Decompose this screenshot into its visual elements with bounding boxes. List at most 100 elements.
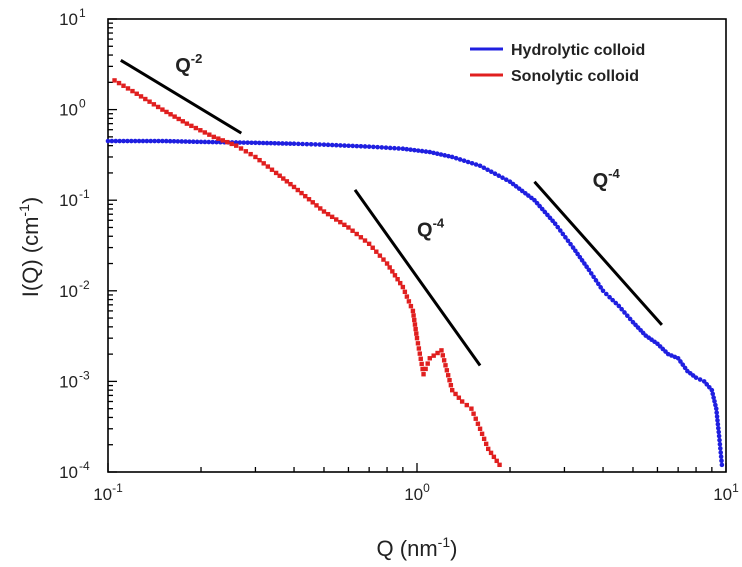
data-point [193, 125, 199, 131]
x-axis-title-base: Q (nm [377, 536, 438, 561]
data-point [457, 157, 463, 162]
data-point [187, 139, 192, 144]
data-point [346, 225, 351, 230]
data-point [190, 139, 196, 145]
data-point [202, 130, 208, 135]
data-point [268, 140, 274, 146]
data-point [710, 391, 716, 397]
data-point [718, 454, 724, 459]
data-point [303, 193, 308, 199]
data-point [717, 437, 722, 443]
data-point [497, 462, 502, 468]
legend-label: Hydrolytic colloid [511, 42, 645, 59]
data-point [304, 141, 310, 147]
data-point [206, 139, 212, 145]
data-point [485, 167, 490, 173]
series-hydrolytic-colloid [105, 138, 725, 468]
data-point [387, 265, 392, 270]
data-point [392, 273, 398, 278]
data-point [333, 142, 339, 148]
legend: Hydrolytic colloid Sonolytic colloid [470, 42, 645, 85]
data-point [184, 121, 190, 126]
data-point [202, 139, 208, 145]
data-point [346, 143, 351, 149]
data-point [477, 163, 483, 169]
data-point [269, 167, 275, 172]
data-point [248, 151, 253, 157]
data-point [338, 143, 343, 148]
data-point [481, 165, 487, 171]
slope-line [353, 189, 482, 367]
y-tick-label: 10-2 [59, 278, 90, 301]
y-tick-label: 10-4 [59, 459, 90, 482]
data-point [225, 139, 230, 145]
data-point [299, 190, 304, 196]
y-axis-title-end: ) [18, 197, 43, 204]
data-point [198, 128, 203, 133]
data-point [148, 138, 154, 144]
data-point [113, 138, 119, 144]
data-point [163, 138, 169, 144]
data-point [456, 395, 462, 400]
data-point [121, 83, 126, 88]
x-axis-title-sup: -1 [438, 534, 451, 550]
data-point [308, 141, 314, 147]
y-tick-base: 10 [59, 10, 78, 29]
data-point [447, 378, 452, 383]
data-point [214, 139, 219, 145]
data-point [557, 228, 563, 233]
y-tick-label: 10-3 [59, 368, 90, 391]
data-point [717, 441, 723, 447]
data-point [180, 119, 186, 124]
data-point [465, 159, 471, 165]
data-point [370, 245, 375, 250]
data-point [443, 363, 448, 368]
x-tick-exp: 1 [732, 481, 739, 495]
y-tick-exp: -1 [79, 187, 90, 201]
data-point [552, 221, 558, 227]
data-point [584, 264, 589, 270]
data-point [194, 139, 200, 145]
data-point [321, 209, 327, 214]
data-point [207, 132, 212, 137]
data-point [604, 291, 609, 297]
data-point [444, 368, 450, 373]
data-point [132, 138, 138, 144]
data-point [140, 138, 146, 144]
data-point [151, 102, 157, 107]
data-point [243, 149, 249, 154]
data-point [714, 414, 720, 419]
data-point [172, 114, 177, 119]
data-point [616, 303, 622, 309]
data-point [417, 351, 423, 356]
data-point [245, 140, 250, 145]
data-point [718, 450, 724, 455]
y-tick-base: 10 [59, 101, 78, 120]
data-point [442, 153, 448, 158]
slope-annotations: Q-2Q-4Q-4 [120, 51, 663, 367]
data-point [719, 462, 725, 468]
data-point [383, 145, 389, 150]
data-point [152, 138, 157, 144]
data-point [211, 134, 217, 140]
data-point [371, 144, 376, 150]
data-point [129, 138, 134, 144]
data-point [427, 356, 432, 361]
data-point [582, 261, 587, 266]
data-point [697, 377, 703, 382]
data-point [579, 258, 585, 263]
data-point [160, 138, 165, 144]
slope-label-exp: -2 [191, 51, 203, 66]
data-point [416, 346, 422, 351]
data-point [441, 358, 447, 363]
y-tick-base: 10 [59, 463, 78, 482]
data-point [125, 138, 130, 144]
data-point [295, 187, 300, 193]
data-point [329, 214, 335, 220]
y-tick-exp: -2 [79, 278, 90, 292]
data-point [112, 78, 117, 83]
data-point [438, 152, 444, 157]
data-point [588, 271, 594, 276]
slope-label: Q-2 [175, 51, 202, 77]
data-point [155, 104, 161, 110]
